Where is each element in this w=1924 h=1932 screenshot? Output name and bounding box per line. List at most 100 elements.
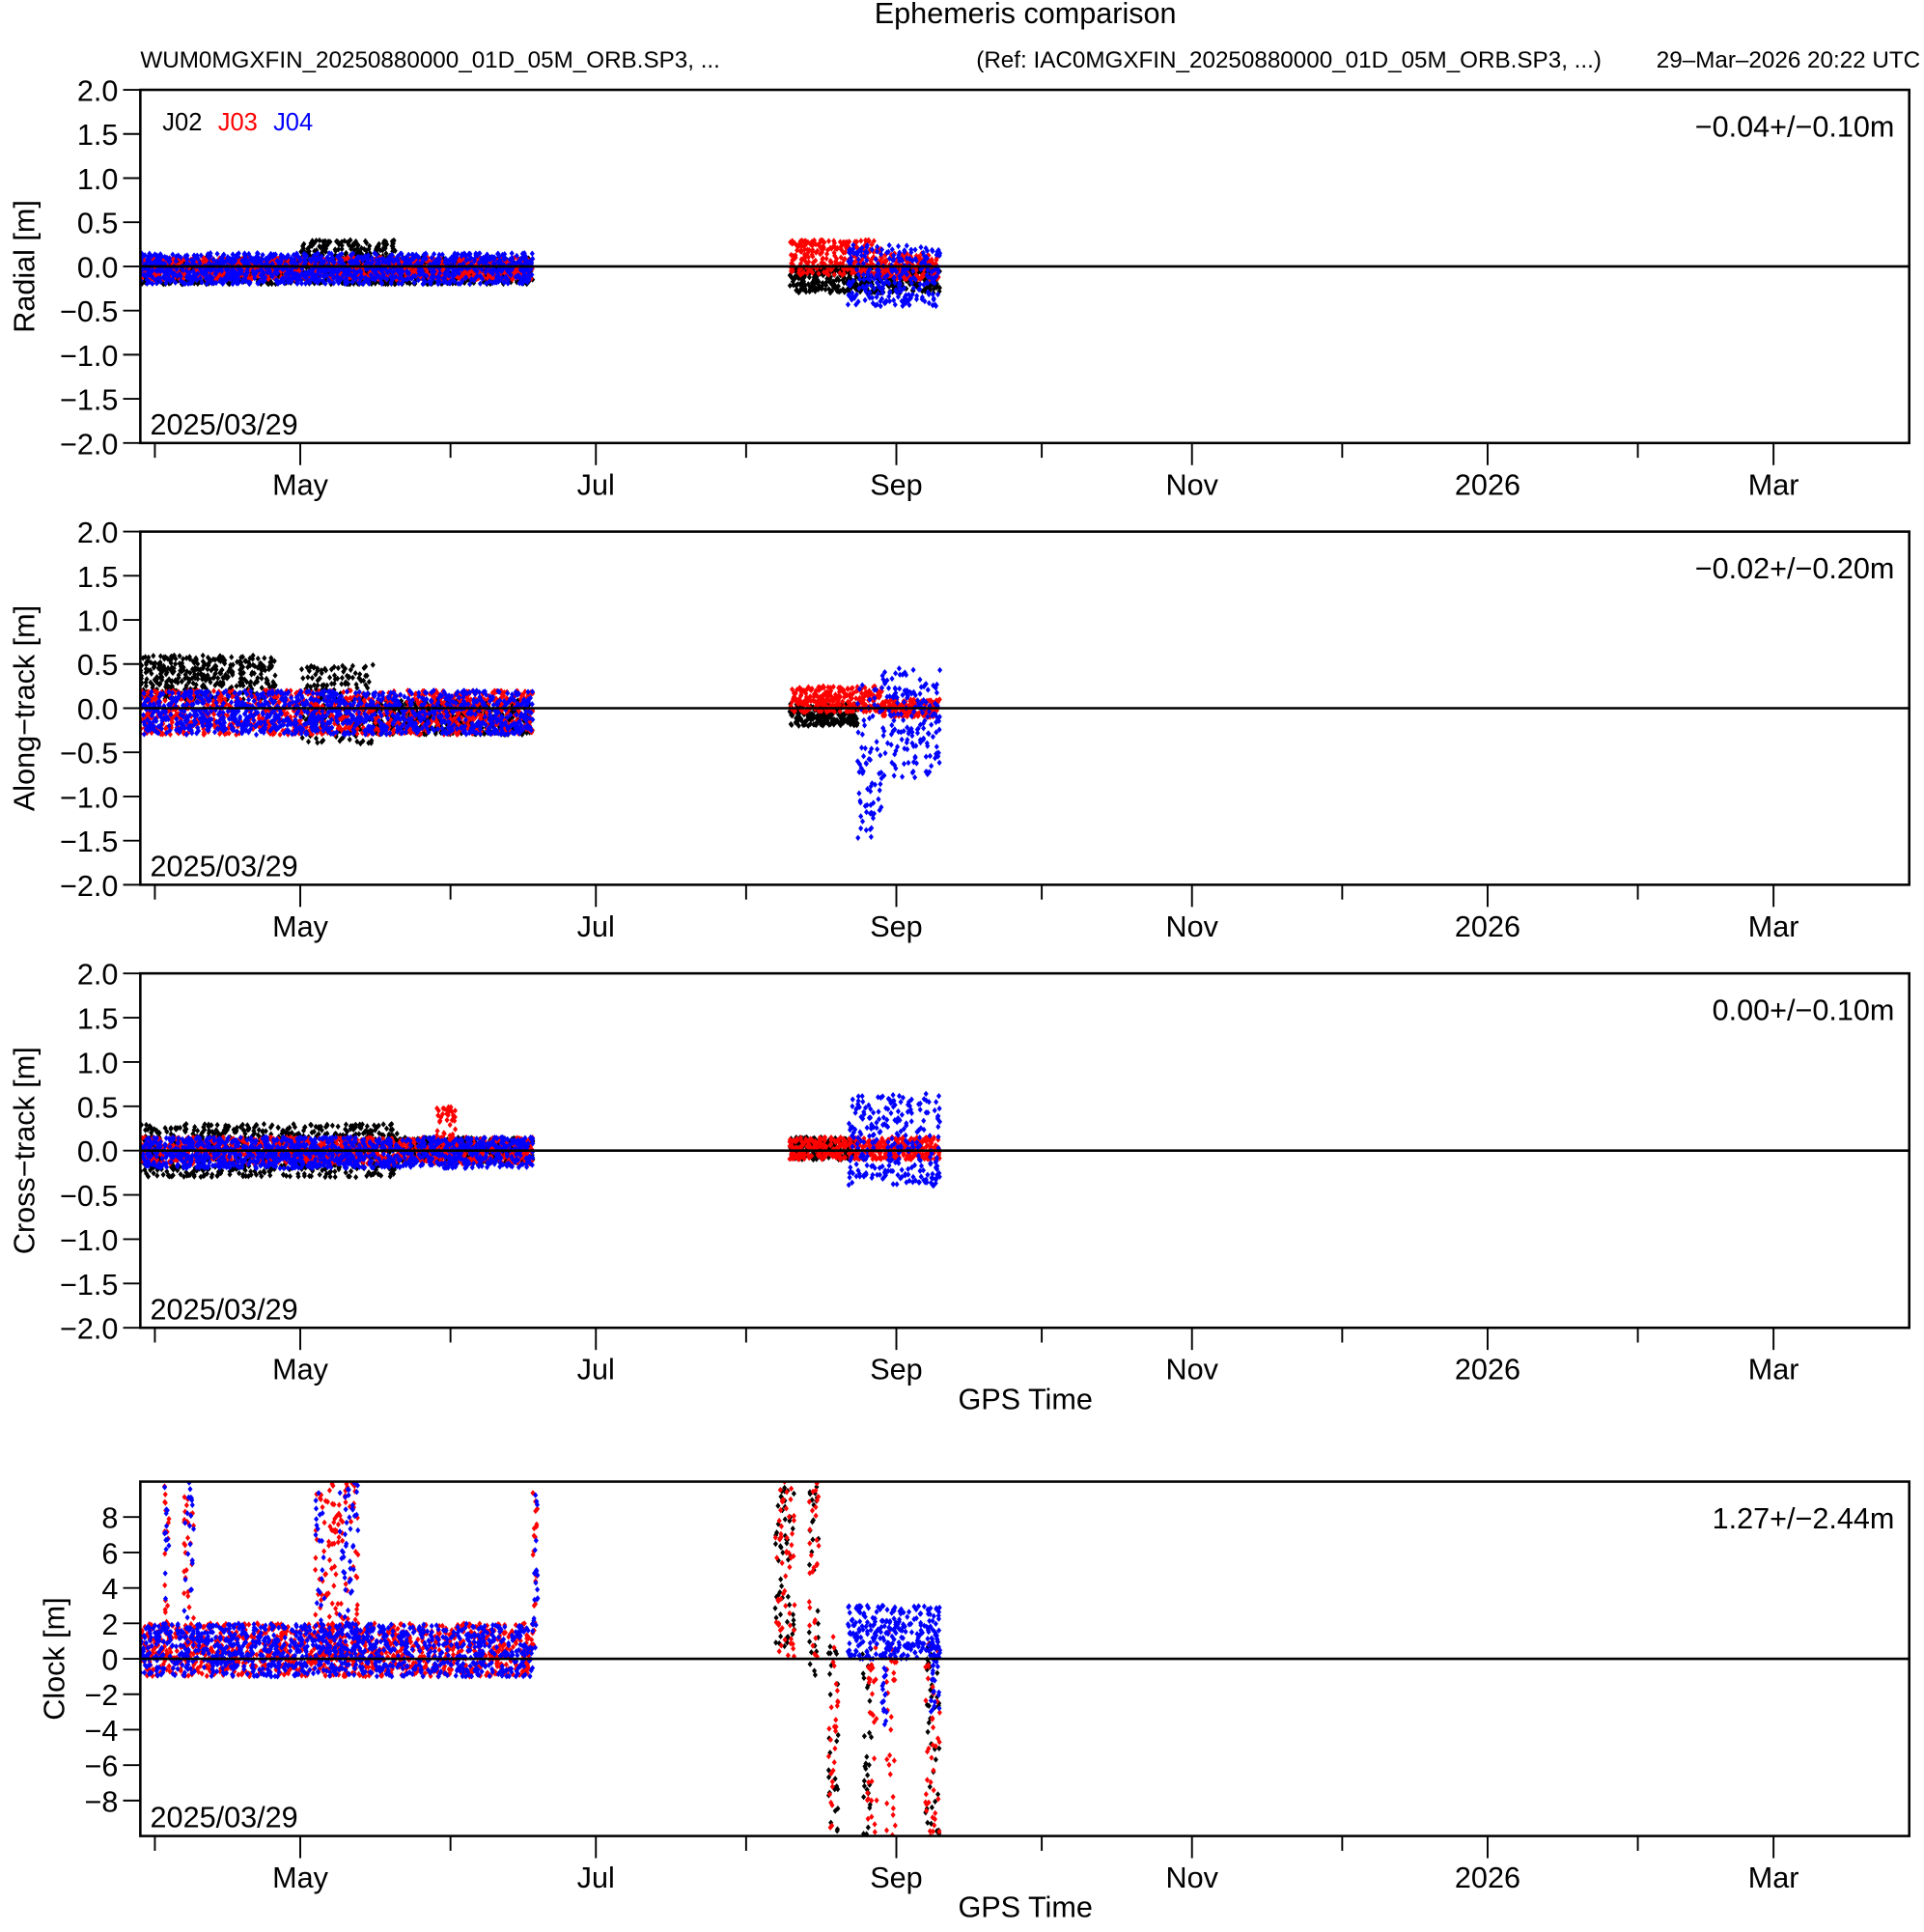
data-point-J04 <box>431 250 437 258</box>
data-point-J04 <box>411 279 417 286</box>
data-point-J02 <box>322 238 328 245</box>
start-date-label: 2025/03/29 <box>151 408 298 441</box>
data-point-J04 <box>220 251 227 259</box>
data-point-J02 <box>143 683 149 689</box>
data-point-J02 <box>325 238 331 245</box>
data-point-J04 <box>447 280 453 287</box>
data-point-J04 <box>152 251 157 258</box>
data-point-J04 <box>173 258 179 265</box>
y-tick-label: 1.0 <box>77 163 119 196</box>
data-point-J04 <box>181 280 186 287</box>
data-point-J04 <box>437 279 443 286</box>
data-point-J03 <box>790 267 795 274</box>
data-point-J04 <box>921 281 927 289</box>
data-point-J04 <box>395 266 401 273</box>
data-point-J04 <box>145 253 151 261</box>
data-point-J03 <box>800 268 806 276</box>
panel-2: 2.01.51.00.50.0−0.5−1.0−1.5−2.0Along−tra… <box>9 517 1910 943</box>
data-point-J04 <box>384 276 390 283</box>
data-point-J04 <box>897 279 903 287</box>
data-point-J04 <box>845 301 850 308</box>
data-point-J04 <box>369 255 375 262</box>
data-point-J04 <box>204 270 209 277</box>
data-point-J03 <box>810 253 816 260</box>
data-point-J04 <box>329 254 335 261</box>
data-point-J04 <box>479 256 485 263</box>
data-point-J02 <box>146 654 152 661</box>
data-point-J03 <box>858 238 864 244</box>
data-point-J04 <box>434 257 440 264</box>
data-point-J04 <box>401 277 406 284</box>
data-point-J03 <box>466 273 473 281</box>
data-point-J04 <box>396 280 402 287</box>
data-point-J04 <box>260 256 265 263</box>
data-point-J04 <box>477 280 484 287</box>
data-point-J03 <box>840 266 847 272</box>
data-point-J04 <box>352 274 358 281</box>
data-point-J03 <box>871 248 877 255</box>
data-point-J02 <box>379 247 385 254</box>
data-point-J04 <box>330 275 336 282</box>
data-point-J04 <box>521 250 527 257</box>
data-point-J02 <box>871 289 877 295</box>
data-point-J04 <box>258 260 264 266</box>
y-axis-label: Radial [m] <box>9 200 42 333</box>
data-point-J04 <box>156 260 162 266</box>
data-point-J04 <box>415 253 421 261</box>
data-point-J04 <box>875 290 881 297</box>
data-point-J03 <box>818 237 823 244</box>
data-point-J04 <box>876 266 881 274</box>
data-point-J04 <box>334 277 340 284</box>
data-point-J04 <box>420 256 426 263</box>
data-point-J04 <box>236 275 241 283</box>
data-point-J02 <box>811 283 817 291</box>
data-point-J04 <box>357 274 363 281</box>
data-point-J04 <box>337 252 343 259</box>
data-point-J04 <box>857 276 863 283</box>
data-point-J02 <box>367 250 373 257</box>
data-point-J03 <box>426 274 432 281</box>
data-point-J04 <box>508 271 514 279</box>
data-point-J04 <box>399 250 404 258</box>
data-point-J04 <box>415 276 421 284</box>
legend-entry-J04: J04 <box>273 109 313 136</box>
data-point-J04 <box>302 269 308 276</box>
data-point-J04 <box>308 257 314 264</box>
data-point-J04 <box>891 296 897 304</box>
data-point-J04 <box>886 241 892 249</box>
data-point-J04 <box>480 275 486 283</box>
data-point-J04 <box>228 275 234 283</box>
data-point-J02 <box>819 285 824 292</box>
data-point-J03 <box>393 260 399 267</box>
data-point-J04 <box>289 278 294 286</box>
y-tick-label: 0.5 <box>77 208 119 240</box>
data-point-J04 <box>260 251 265 259</box>
data-point-J04 <box>913 295 919 303</box>
data-point-J04 <box>419 268 425 275</box>
data-point-J03 <box>821 245 826 252</box>
y-tick-label: −2.0 <box>60 428 118 461</box>
data-point-J04 <box>378 280 385 288</box>
data-point-J04 <box>439 251 445 258</box>
data-point-J04 <box>212 270 218 277</box>
data-point-J03 <box>825 238 832 244</box>
data-point-J04 <box>891 274 897 282</box>
data-point-J02 <box>346 241 351 248</box>
data-point-J04 <box>147 278 153 286</box>
data-point-J04 <box>199 279 205 286</box>
data-point-J04 <box>258 271 264 279</box>
data-point-J02 <box>385 280 391 288</box>
data-point-J04 <box>904 295 909 302</box>
data-point-J04 <box>867 294 873 301</box>
data-point-J02 <box>227 278 233 286</box>
chart-title: Ephemeris comparison <box>875 0 1177 30</box>
data-point-J04 <box>422 278 428 286</box>
data-point-J02 <box>336 241 342 248</box>
data-point-J02 <box>339 245 345 253</box>
data-point-J04 <box>349 252 354 259</box>
data-point-J04 <box>934 302 939 310</box>
data-point-J04 <box>234 280 239 287</box>
data-point-J02 <box>320 247 325 255</box>
data-point-J04 <box>269 273 275 280</box>
data-point-J04 <box>864 241 870 249</box>
